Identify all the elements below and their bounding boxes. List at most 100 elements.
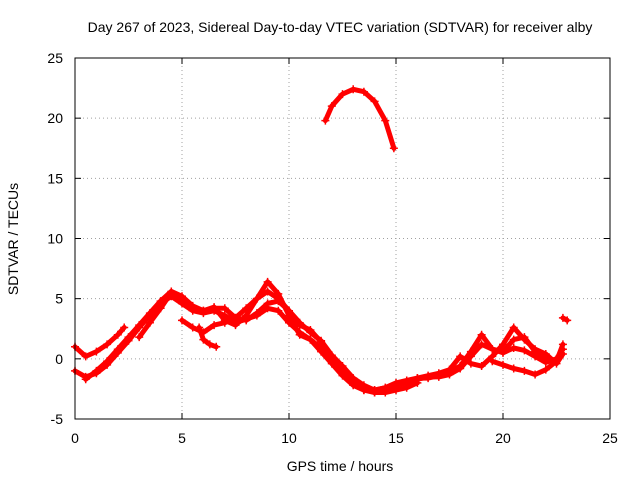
data-point	[338, 366, 347, 375]
data-series-track-1	[72, 325, 127, 359]
data-point	[552, 357, 561, 366]
data-point	[477, 362, 486, 371]
data-point	[359, 386, 368, 395]
data-point	[499, 340, 507, 349]
data-point	[349, 378, 358, 387]
data-point	[520, 335, 529, 344]
y-axis-label: SDTVAR / TECUs	[5, 183, 21, 295]
data-point	[210, 303, 219, 312]
data-point	[317, 337, 326, 346]
data-point	[252, 294, 261, 303]
x-tick-label: 15	[388, 430, 404, 446]
data-point	[563, 316, 572, 325]
data-point	[381, 116, 390, 125]
data-point	[520, 366, 529, 375]
data-point	[370, 97, 379, 106]
data-point	[402, 383, 411, 392]
data-point	[242, 311, 251, 320]
data-point	[81, 375, 90, 384]
data-point	[252, 309, 261, 318]
data-point	[509, 344, 518, 353]
data-series-track-6	[196, 325, 219, 350]
y-tick-label: 20	[47, 110, 63, 126]
data-point	[445, 365, 454, 374]
data-point	[92, 366, 101, 375]
axis-ticks: 0 5 10 15 20 25 -5 0 5 10 15 20 25	[47, 50, 618, 446]
x-axis-label: GPS time / hours	[287, 458, 394, 474]
y-tick-label: 10	[47, 231, 63, 247]
data-point	[370, 386, 379, 395]
grid	[75, 58, 610, 419]
data-point	[178, 297, 186, 306]
data-point	[541, 350, 550, 359]
data-point	[499, 347, 507, 356]
data-point	[359, 87, 368, 96]
data-point	[81, 352, 90, 361]
data-point	[392, 381, 400, 390]
data-point	[306, 325, 315, 334]
y-tick-label: 15	[47, 170, 63, 186]
data-point	[456, 362, 465, 371]
data-point	[92, 347, 101, 356]
data-point	[477, 340, 486, 349]
data-point	[231, 321, 240, 330]
data-point	[477, 330, 486, 339]
data-point	[456, 352, 465, 361]
data-point	[199, 335, 208, 344]
data-point	[509, 335, 518, 344]
data-point	[274, 294, 283, 303]
data-point	[509, 323, 518, 332]
data-point	[212, 342, 221, 351]
data-point	[488, 357, 497, 366]
data-point	[285, 306, 293, 315]
data-point	[558, 313, 567, 322]
x-tick-label: 20	[495, 430, 511, 446]
y-tick-label: 5	[55, 291, 63, 307]
data-point	[263, 277, 272, 286]
data-point	[424, 371, 433, 380]
data-point	[327, 352, 336, 361]
data-point	[263, 299, 272, 308]
data-point	[349, 85, 358, 94]
data-point	[103, 357, 112, 366]
data-point	[263, 287, 272, 296]
data-point	[402, 376, 411, 385]
y-tick-label: -5	[51, 411, 64, 427]
data-point	[338, 90, 347, 99]
data-point	[466, 347, 475, 356]
data-point	[178, 316, 186, 325]
data-marks	[71, 85, 572, 397]
x-tick-label: 5	[178, 430, 186, 446]
data-point	[210, 321, 219, 330]
data-point	[509, 364, 518, 373]
data-point	[499, 360, 507, 369]
data-point	[188, 304, 197, 313]
data-point	[327, 102, 336, 111]
data-point	[434, 369, 443, 378]
data-point	[220, 318, 229, 327]
data-point	[231, 313, 240, 322]
data-point	[120, 323, 129, 332]
x-tick-label: 25	[602, 430, 618, 446]
data-point	[413, 374, 422, 383]
data-point	[531, 370, 540, 379]
data-point	[381, 383, 390, 392]
data-point	[145, 309, 154, 318]
y-tick-label: 25	[47, 50, 63, 66]
x-tick-label: 0	[71, 430, 79, 446]
data-point	[306, 335, 315, 344]
data-point	[113, 330, 122, 339]
data-point	[531, 345, 540, 354]
data-point	[195, 323, 204, 332]
data-point	[135, 333, 144, 342]
x-tick-label: 10	[281, 430, 297, 446]
data-point	[103, 340, 112, 349]
data-point	[242, 304, 251, 313]
data-point	[156, 304, 165, 313]
data-point	[145, 318, 154, 327]
data-point	[274, 306, 283, 315]
data-point	[317, 347, 326, 356]
data-point	[113, 345, 122, 354]
